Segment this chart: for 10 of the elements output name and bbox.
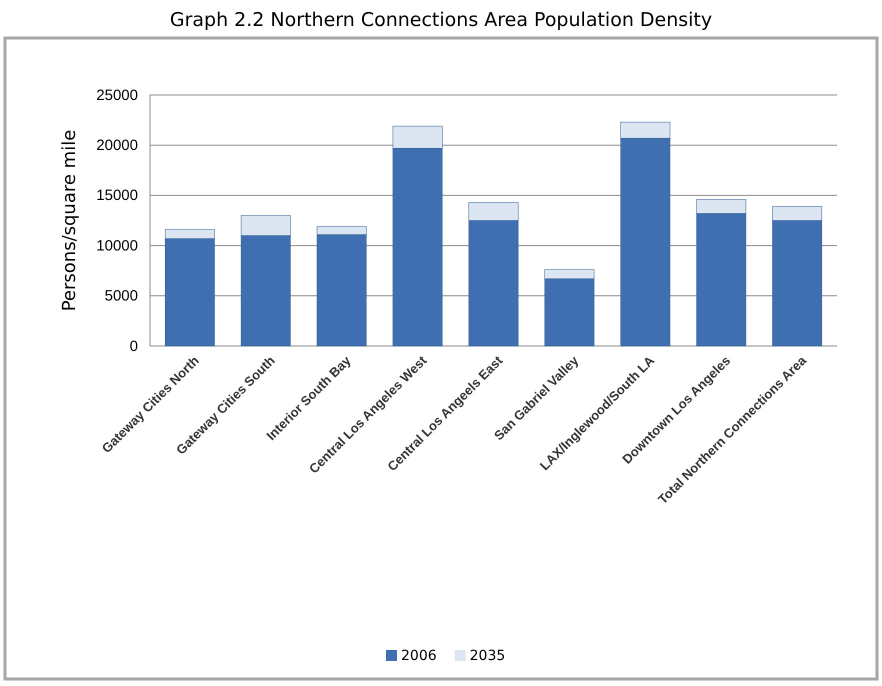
chart-title: Graph 2.2 Northern Connections Area Population Density <box>170 9 712 31</box>
y-tick-label: 5000 <box>104 288 138 305</box>
legend-label: 2035 <box>470 648 506 664</box>
y-tick-label: 25000 <box>96 86 138 104</box>
legend-label: 2006 <box>401 648 437 664</box>
y-tick-label: 10000 <box>96 237 138 254</box>
y-tick-label: 0 <box>130 338 138 355</box>
y-axis-title: Persons/square mile <box>59 130 80 312</box>
y-tick-label: 20000 <box>96 137 138 154</box>
y-tick-label: 15000 <box>96 187 138 204</box>
